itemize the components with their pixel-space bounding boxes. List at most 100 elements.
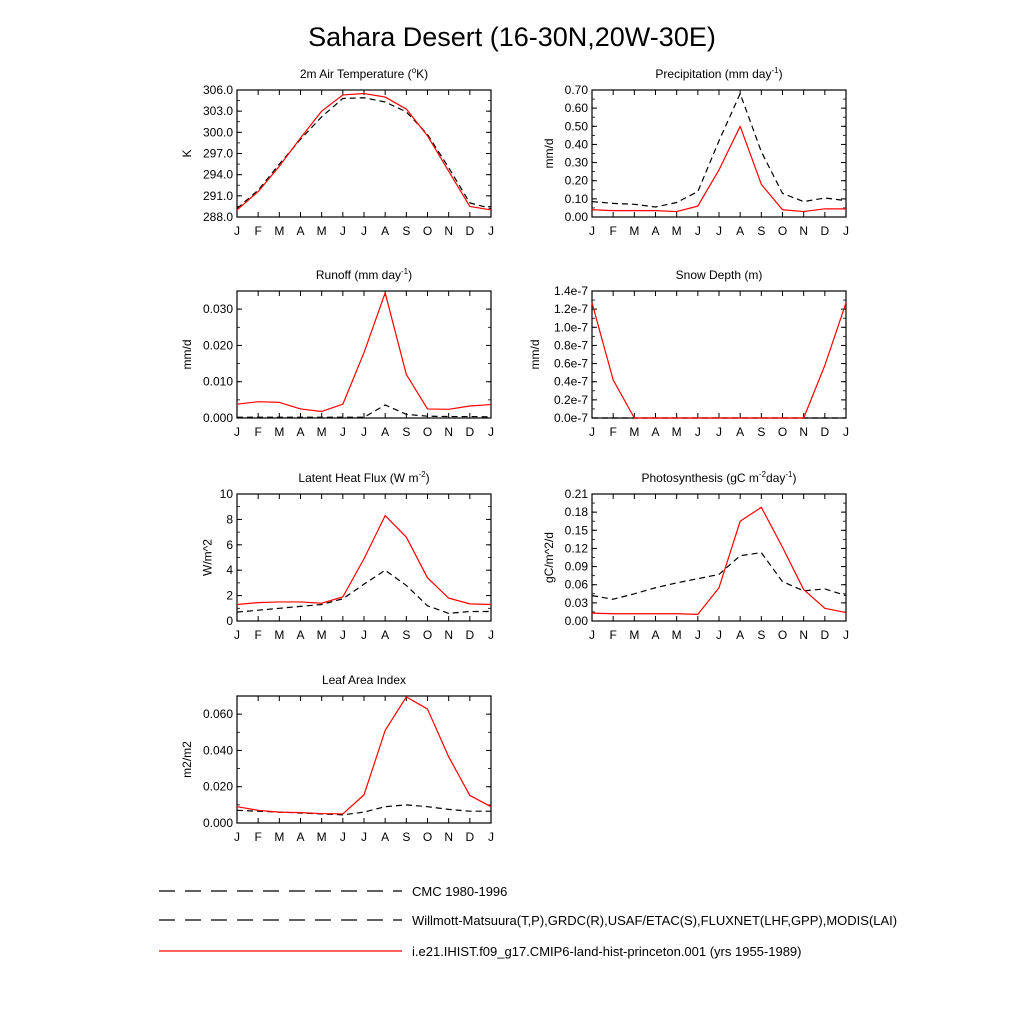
x-tick-label: A (736, 425, 744, 439)
y-tick-label: 2 (226, 589, 233, 603)
x-tick-label: A (736, 628, 744, 642)
observation-series-line (236, 569, 491, 614)
x-tick-label: M (672, 425, 682, 439)
y-tick-label: 1.2e-7 (554, 302, 588, 316)
y-tick-label: 0.12 (565, 541, 589, 555)
x-tick-label: O (423, 628, 432, 642)
y-tick-label: 0.030 (203, 302, 233, 316)
y-tick-label: 0.00 (565, 210, 589, 224)
plot-frame (591, 89, 847, 218)
y-tick-label: 303.0 (203, 104, 233, 118)
x-tick-label: A (651, 628, 659, 642)
panels: 2m Air Temperature (oK)J F M A M J J A S O N D J288.… (180, 66, 849, 844)
panel-title-text: ) (793, 471, 797, 485)
x-tick-label: A (296, 224, 304, 238)
y-tick-label: 4 (226, 563, 233, 577)
model-series-line (236, 514, 492, 606)
x-tick-label: O (778, 425, 787, 439)
y-tick-label: 0.30 (565, 156, 589, 170)
y-tick-label: 0.15 (565, 523, 589, 537)
x-tick-label: J (589, 628, 595, 642)
model-series-line (236, 292, 492, 413)
x-tick-label: D (820, 628, 829, 642)
x-tick-label: S (402, 830, 410, 844)
model-series-line (591, 125, 846, 213)
model-series-line (236, 696, 492, 815)
y-tick-label: 0.03 (565, 596, 589, 610)
panel-title: Runoff (mm day-1) (316, 267, 412, 282)
y-tick-label: 0.8e-7 (554, 338, 588, 352)
panel-title-superscript: -2 (759, 470, 767, 479)
legend: CMC 1980-1996 Willmott-Matsuura(T,P),GRDC… (159, 884, 897, 959)
panel-title-text: ) (779, 67, 783, 81)
observation-series-line (236, 97, 492, 210)
panel-title: Leaf Area Index (322, 673, 406, 687)
y-axis-label: m2/m2 (180, 741, 194, 778)
chart-panel: 2m Air Temperature (oK)J F M A M J J A S O N D J288.… (180, 66, 494, 238)
plot-frame (236, 695, 492, 824)
panel-title-superscript: -1 (771, 66, 779, 75)
y-tick-label: 0.09 (565, 560, 589, 574)
x-tick-label: S (402, 224, 410, 238)
x-tick-label: S (757, 628, 765, 642)
x-tick-label: F (254, 628, 261, 642)
y-tick-label: 294.0 (203, 168, 233, 182)
panel-title-text: Leaf Area Index (322, 673, 406, 687)
x-tick-label: J (234, 830, 240, 844)
y-tick-label: 1.4e-7 (554, 284, 588, 298)
x-tick-label: A (651, 224, 659, 238)
x-tick-label: A (381, 830, 389, 844)
x-tick-label: S (757, 224, 765, 238)
y-tick-label: 0.4e-7 (554, 375, 588, 389)
x-tick-label: F (254, 830, 261, 844)
x-tick-label: M (629, 224, 639, 238)
x-tick-label: J (361, 224, 367, 238)
x-tick-label: M (317, 628, 327, 642)
y-tick-label: 0.60 (565, 101, 589, 115)
panel-title-text: K) (416, 67, 428, 81)
x-tick-label: M (274, 628, 284, 642)
plot-frame (236, 89, 492, 218)
x-tick-label: N (444, 628, 453, 642)
x-tick-label: N (799, 628, 808, 642)
x-tick-label: J (340, 628, 346, 642)
legend-label: CMC 1980-1996 (412, 884, 507, 899)
x-tick-label: O (423, 425, 432, 439)
x-tick-label: M (317, 830, 327, 844)
x-tick-label: O (423, 830, 432, 844)
y-tick-label: 10 (220, 487, 234, 501)
figure-title: Sahara Desert (16-30N,20W-30E) (308, 22, 716, 52)
x-tick-label: J (234, 628, 240, 642)
x-tick-label: J (843, 224, 849, 238)
model-series-line (591, 302, 847, 419)
y-tick-label: 0.20 (565, 174, 589, 188)
x-tick-label: F (254, 224, 261, 238)
x-tick-label: J (695, 628, 701, 642)
chart-panel: Photosynthesis (gC m-2day-1)J F M A M J J A S O N D… (542, 470, 849, 642)
x-tick-label: A (381, 425, 389, 439)
y-tick-label: 0.000 (203, 411, 233, 425)
y-tick-label: 0.010 (203, 375, 233, 389)
panel-title-superscript: -2 (418, 470, 426, 479)
y-tick-label: 0.0e-7 (554, 411, 588, 425)
y-tick-label: 0.020 (203, 780, 233, 794)
x-tick-label: S (402, 425, 410, 439)
x-tick-label: J (716, 425, 722, 439)
x-tick-label: M (274, 830, 284, 844)
y-tick-label: 0.21 (565, 487, 589, 501)
x-tick-label: A (381, 224, 389, 238)
y-axis-label: K (180, 149, 194, 157)
y-axis-label: W/m^2 (200, 539, 214, 576)
y-tick-label: 0 (226, 614, 233, 628)
x-tick-label: M (672, 628, 682, 642)
y-tick-label: 0.060 (203, 707, 233, 721)
y-tick-label: 0.000 (203, 816, 233, 830)
x-tick-label: F (254, 425, 261, 439)
y-tick-label: 0.40 (565, 137, 589, 151)
x-tick-label: J (716, 224, 722, 238)
x-tick-label: A (381, 628, 389, 642)
x-tick-label: F (609, 628, 616, 642)
plot-frame (591, 493, 847, 622)
x-tick-label: J (488, 425, 494, 439)
y-tick-label: 6 (226, 538, 233, 552)
